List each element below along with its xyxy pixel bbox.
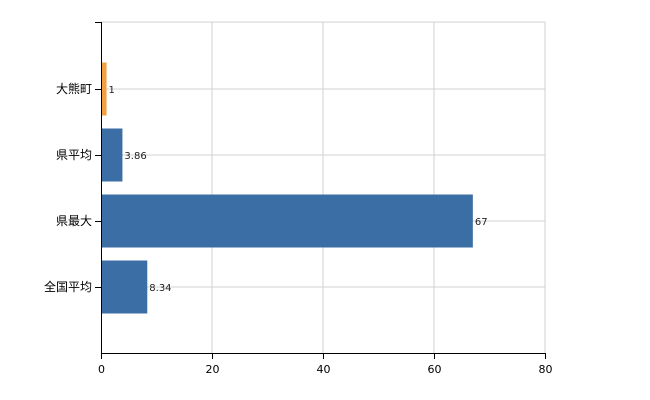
data-label-3: 8.34 [149,283,171,294]
category-label-3: 全国平均 [44,279,92,294]
x-tick-label-1: 20 [206,363,220,376]
data-label-2: 67 [475,217,488,228]
bar-3 [101,260,148,314]
data-label-1: 3.86 [124,151,146,162]
bar-0 [101,62,107,116]
x-tick-label-2: 40 [317,363,331,376]
category-label-0: 大熊町 [56,81,92,96]
category-label-1: 県平均 [56,148,92,162]
category-label-2: 県最大 [56,214,92,228]
bars [101,62,473,314]
data-label-0: 1 [109,85,115,96]
grid-lines [101,21,546,353]
bar-2 [101,194,473,248]
bar-1 [101,128,123,182]
x-tick-label-4: 80 [539,363,553,376]
x-tick-label-3: 60 [428,363,442,376]
axes [95,22,546,359]
x-tick-label-0: 0 [98,363,105,376]
